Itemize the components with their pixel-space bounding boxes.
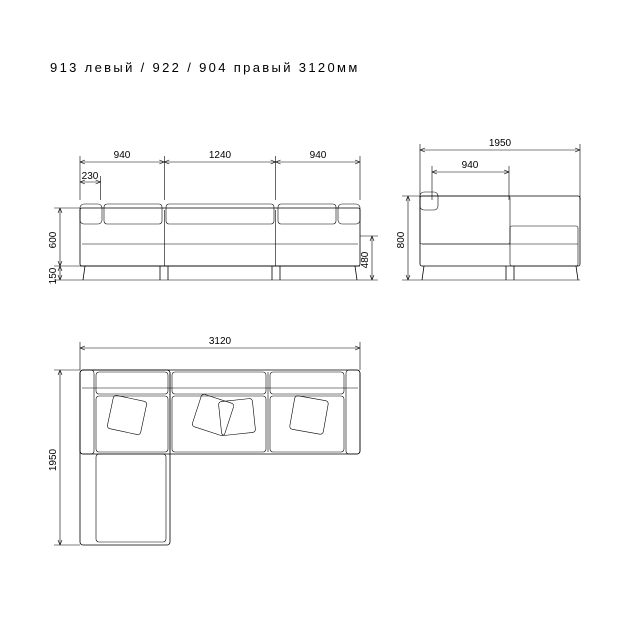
- front-elevation: 940 1240 940 230: [48, 150, 378, 284]
- dim-150: 150: [48, 267, 59, 284]
- dim-600: 600: [48, 231, 59, 248]
- dim-1950-b: 1950: [48, 448, 59, 471]
- side-elevation: 1950 940 800: [396, 138, 580, 280]
- dim-1950-a: 1950: [489, 138, 512, 149]
- dim-3120: 3120: [209, 336, 232, 347]
- dim-800: 800: [396, 231, 407, 248]
- dim-230: 230: [82, 171, 99, 182]
- dim-940-b: 940: [310, 150, 327, 161]
- dim-1240: 1240: [209, 150, 232, 161]
- dim-940-a: 940: [114, 150, 131, 161]
- page-title: 913 левый / 922 / 904 правый 3120мм: [50, 60, 360, 75]
- dim-480: 480: [360, 251, 371, 268]
- technical-drawing: 940 1240 940 230: [0, 0, 620, 620]
- plan-view: 3120 1950: [48, 336, 360, 545]
- dim-940-c: 940: [462, 160, 479, 171]
